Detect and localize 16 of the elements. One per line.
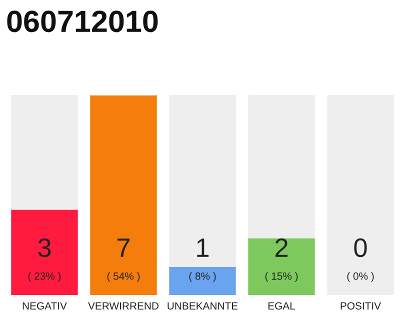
x-tick-label: NEGATIV [22, 302, 67, 310]
annotation: ( 0% ) [347, 272, 374, 282]
annotation: ( 23% ) [28, 272, 61, 282]
data-label: 7 [118, 238, 130, 257]
annotation: ( 15% ) [265, 272, 298, 282]
annotation: ( 54% ) [107, 272, 140, 282]
chart-title: 060712010 [7, 10, 158, 32]
data-label: 0 [354, 238, 367, 258]
annotation: ( 8% ) [189, 272, 216, 282]
x-tick-label: UNBEKANNTE [168, 302, 238, 310]
x-tick-label: POSITIV [340, 302, 382, 310]
data-label: 2 [275, 238, 288, 257]
x-tick-label: EGAL [268, 302, 296, 310]
data-label: 3 [38, 238, 51, 258]
x-tick-label: VERWIRREND [88, 302, 158, 310]
data-label: 1 [197, 238, 209, 257]
